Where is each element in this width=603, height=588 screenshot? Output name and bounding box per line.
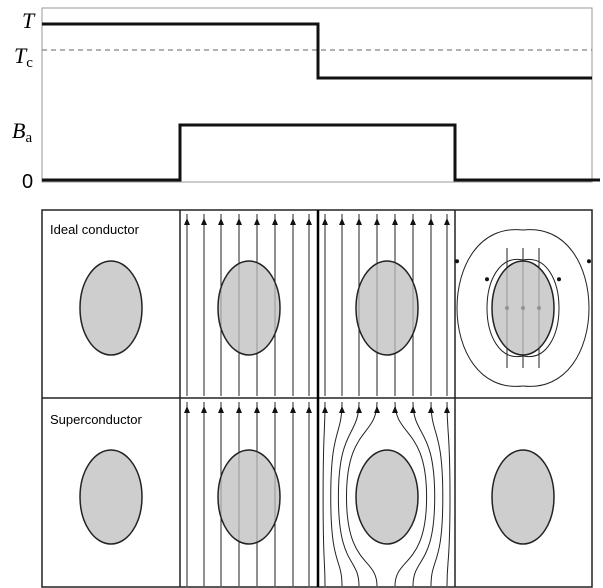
loop-dot: [587, 259, 591, 264]
zero-label: 0: [22, 171, 33, 193]
field-loop: [522, 259, 560, 357]
arrow-head: [410, 406, 416, 413]
sample: [79, 260, 143, 356]
field-line: [330, 401, 343, 587]
tc-main: T: [14, 43, 28, 68]
loop-dot: [455, 259, 459, 264]
field-loop: [486, 259, 524, 357]
temperature-line: [42, 22, 592, 80]
arrow-head: [356, 406, 362, 413]
arrow-head: [392, 406, 398, 413]
ba-sub: a: [25, 130, 32, 146]
field-line: [322, 401, 326, 587]
field-line: [446, 401, 451, 587]
panel-grid: [41, 209, 593, 588]
arrow-head: [218, 406, 224, 413]
ba-label: Ba: [12, 118, 32, 146]
arrow-head: [356, 218, 362, 225]
ba-main: B: [12, 118, 25, 143]
arrow-head: [184, 406, 190, 413]
field-loop: [522, 229, 590, 387]
arrow-head: [272, 218, 278, 225]
arrow-head: [322, 406, 328, 413]
tc-sub: c: [26, 55, 33, 71]
loop-dot: [485, 277, 489, 282]
arrow-head: [322, 218, 328, 225]
row-label: Ideal conductor: [50, 222, 140, 237]
arrow-head: [236, 406, 242, 413]
arrow-head: [290, 218, 296, 225]
arrow-head: [428, 406, 434, 413]
sample: [79, 449, 143, 545]
arrow-head: [410, 218, 416, 225]
loop-dot: [557, 277, 561, 282]
tc-label: Tc: [14, 43, 33, 71]
arrow-head: [218, 218, 224, 225]
arrow-head: [184, 218, 190, 225]
field-line: [430, 401, 444, 587]
field-line: [337, 401, 360, 587]
arrow-head: [428, 218, 434, 225]
arrow-head: [306, 218, 312, 225]
arrow-head: [374, 406, 380, 413]
arrow-head: [444, 218, 450, 225]
arrow-head: [254, 218, 260, 225]
sample: [491, 449, 555, 545]
arrow-head: [339, 218, 345, 225]
arrow-head: [306, 406, 312, 413]
arrow-head: [392, 218, 398, 225]
sample: [217, 260, 281, 356]
row-label: Superconductor: [50, 412, 142, 427]
plot-frame: [41, 7, 593, 183]
sample: [355, 260, 419, 356]
field-loop: [456, 229, 524, 387]
field-line: [42, 123, 600, 182]
field-line: [412, 401, 436, 587]
field-line: [394, 401, 428, 587]
arrow-head: [236, 218, 242, 225]
arrow-head: [254, 406, 260, 413]
sample: [491, 260, 555, 356]
t-label: T: [22, 8, 36, 33]
sample: [355, 449, 419, 545]
arrow-head: [290, 406, 296, 413]
samples: [79, 260, 555, 545]
sample: [217, 449, 281, 545]
arrow-head: [201, 406, 207, 413]
arrow-head: [374, 218, 380, 225]
field-line: [345, 401, 378, 587]
arrow-head: [272, 406, 278, 413]
arrow-head: [444, 406, 450, 413]
arrow-head: [201, 218, 207, 225]
arrow-head: [339, 406, 345, 413]
